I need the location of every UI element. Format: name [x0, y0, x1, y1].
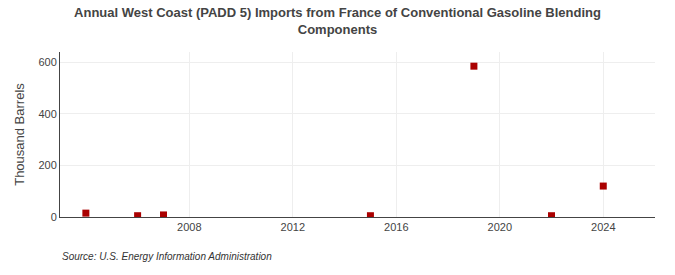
svg-text:200: 200: [38, 159, 56, 171]
svg-text:400: 400: [38, 108, 56, 120]
svg-text:2012: 2012: [281, 221, 305, 233]
svg-text:2016: 2016: [384, 221, 408, 233]
svg-text:600: 600: [38, 56, 56, 68]
svg-text:Thousand Barrels: Thousand Barrels: [12, 83, 27, 186]
svg-text:Annual West Coast (PADD 5) Imp: Annual West Coast (PADD 5) Imports from …: [74, 5, 601, 37]
svg-text:2008: 2008: [177, 221, 201, 233]
svg-text:Source: U.S. Energy Informatio: Source: U.S. Energy Information Administ…: [62, 251, 272, 262]
svg-text:2024: 2024: [591, 221, 615, 233]
svg-text:2020: 2020: [488, 221, 512, 233]
svg-text:0: 0: [51, 211, 57, 223]
